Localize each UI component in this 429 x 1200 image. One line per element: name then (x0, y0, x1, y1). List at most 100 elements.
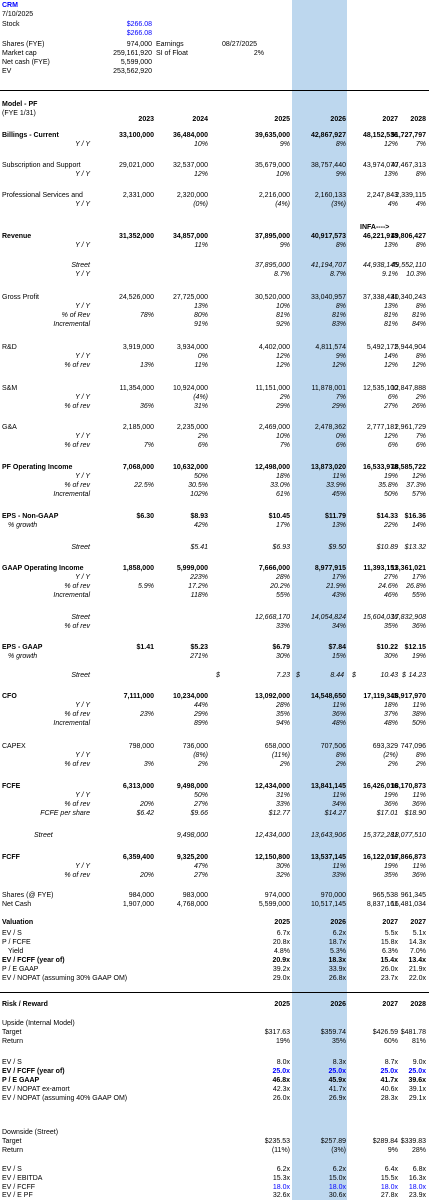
cell[interactable]: 44% (193, 702, 208, 709)
cell[interactable]: 27% (193, 801, 208, 808)
cell[interactable] (156, 270, 208, 279)
cell[interactable]: 4,402,000 (258, 344, 290, 351)
cell[interactable]: $17.01 (376, 810, 398, 817)
cell[interactable]: 25.0x (408, 1068, 426, 1075)
cell[interactable]: 17,119,345 (363, 693, 398, 700)
cell[interactable]: 2% (415, 394, 426, 401)
cell[interactable]: 5,492,172 (366, 344, 398, 351)
cell[interactable] (92, 751, 154, 760)
cell[interactable]: 1,907,000 (122, 901, 154, 908)
cell[interactable]: 2,331,000 (122, 192, 154, 199)
cell[interactable]: 8% (335, 752, 346, 759)
stock-price[interactable]: $266.08 (126, 21, 152, 28)
cell[interactable]: 41,194,707 (310, 262, 346, 269)
cell[interactable]: 8% (415, 353, 426, 360)
cell[interactable] (92, 622, 154, 631)
cell[interactable]: 7% (415, 433, 426, 440)
cell[interactable]: 22.0x (408, 975, 426, 982)
cell[interactable]: 9% (335, 171, 346, 178)
cell[interactable]: 11% (332, 473, 347, 480)
cell[interactable]: 707,506 (320, 743, 346, 750)
cell[interactable]: 14.3x (408, 939, 426, 946)
cell[interactable]: 8.7% (274, 271, 290, 278)
cell[interactable]: 17% (275, 522, 290, 529)
cell[interactable]: 5.3% (330, 948, 346, 955)
cell[interactable]: 26.8% (406, 583, 426, 590)
cell[interactable]: $257.89 (320, 1138, 346, 1145)
cell[interactable]: 3,919,000 (122, 344, 154, 351)
cell[interactable]: 19% (275, 1038, 290, 1045)
cell[interactable]: 81% (383, 321, 398, 328)
cell[interactable]: $14.33 (376, 513, 398, 520)
cell[interactable] (92, 170, 154, 179)
cell[interactable]: 26% (411, 403, 426, 410)
cell[interactable]: 31,352,000 (118, 233, 154, 240)
cell[interactable]: 28% (411, 1147, 426, 1154)
cell[interactable]: 42,867,927 (310, 132, 346, 139)
cell[interactable]: 961,345 (400, 892, 426, 899)
cell[interactable]: 28% (275, 574, 290, 581)
cell[interactable]: $6.79 (272, 644, 290, 651)
cell[interactable]: 35% (383, 872, 398, 879)
cell[interactable]: 29% (331, 403, 346, 410)
cell[interactable]: 19% (383, 792, 398, 799)
cell[interactable]: 11% (412, 863, 427, 870)
cell[interactable]: 4.8% (274, 948, 290, 955)
cell[interactable]: (8%) (193, 752, 208, 759)
cell[interactable]: 9,498,000 (176, 783, 208, 790)
cell[interactable]: 33.9% (326, 482, 346, 489)
cell[interactable]: 18% (383, 702, 398, 709)
cell[interactable]: 13% (383, 171, 398, 178)
cell[interactable] (92, 352, 154, 361)
cell[interactable] (156, 261, 208, 270)
cell[interactable]: 81% (383, 312, 398, 319)
cell[interactable]: 736,000 (182, 743, 208, 750)
cell[interactable]: 92% (275, 321, 290, 328)
cell[interactable]: 12% (275, 353, 290, 360)
cell[interactable]: 55% (275, 592, 290, 599)
cell[interactable]: 19% (383, 473, 398, 480)
cell[interactable]: 2,216,000 (258, 192, 290, 199)
cell[interactable]: 11% (332, 863, 347, 870)
cell[interactable]: 9% (387, 1147, 398, 1154)
cell[interactable]: 28% (275, 702, 290, 709)
cell[interactable]: 9% (335, 353, 346, 360)
cell[interactable]: (11%) (271, 752, 290, 759)
cell[interactable]: $359.74 (320, 1029, 346, 1036)
cell[interactable]: 8% (415, 242, 426, 249)
cell[interactable]: 12% (383, 362, 398, 369)
cell[interactable]: 6.7x (276, 930, 290, 937)
cell[interactable]: 28.3x (380, 1095, 398, 1102)
cell[interactable]: 42.3x (272, 1086, 290, 1093)
cell[interactable]: 22.5% (134, 482, 154, 489)
cell[interactable]: 12,498,000 (254, 464, 290, 471)
cell[interactable]: 798,000 (128, 743, 154, 750)
cell[interactable]: 7% (143, 442, 154, 449)
cell[interactable]: 10,924,000 (172, 385, 208, 392)
cell[interactable]: 15.5x (380, 1175, 398, 1182)
cell[interactable]: 13% (139, 362, 154, 369)
cell[interactable]: 30,520,000 (254, 294, 290, 301)
cell[interactable]: 32,537,000 (172, 162, 208, 169)
cell[interactable]: 13,643,906 (310, 832, 346, 839)
cell[interactable] (92, 200, 154, 209)
cell[interactable]: 8,837,161 (366, 901, 398, 908)
cell[interactable]: 965,538 (372, 892, 398, 899)
cell[interactable]: 31% (275, 792, 290, 799)
cell[interactable]: 13% (331, 522, 346, 529)
cell[interactable]: 9,498,000 (176, 832, 208, 839)
cell[interactable]: 18,077,510 (390, 832, 426, 839)
cell[interactable]: $235.53 (264, 1138, 290, 1145)
cell[interactable]: 11,393,151 (363, 565, 398, 572)
cell[interactable] (92, 613, 154, 622)
cell[interactable]: 2,478,362 (314, 424, 346, 431)
cell[interactable]: $16.36 (404, 513, 426, 520)
cell[interactable]: 12% (383, 141, 398, 148)
cell[interactable]: $13.32 (404, 544, 426, 551)
cell[interactable]: 40,917,573 (310, 233, 346, 240)
cell[interactable] (92, 719, 154, 728)
cell[interactable] (92, 521, 154, 530)
cell[interactable]: 11,354,000 (119, 385, 154, 392)
cell[interactable] (92, 241, 154, 250)
cell[interactable]: 12,668,170 (254, 614, 290, 621)
